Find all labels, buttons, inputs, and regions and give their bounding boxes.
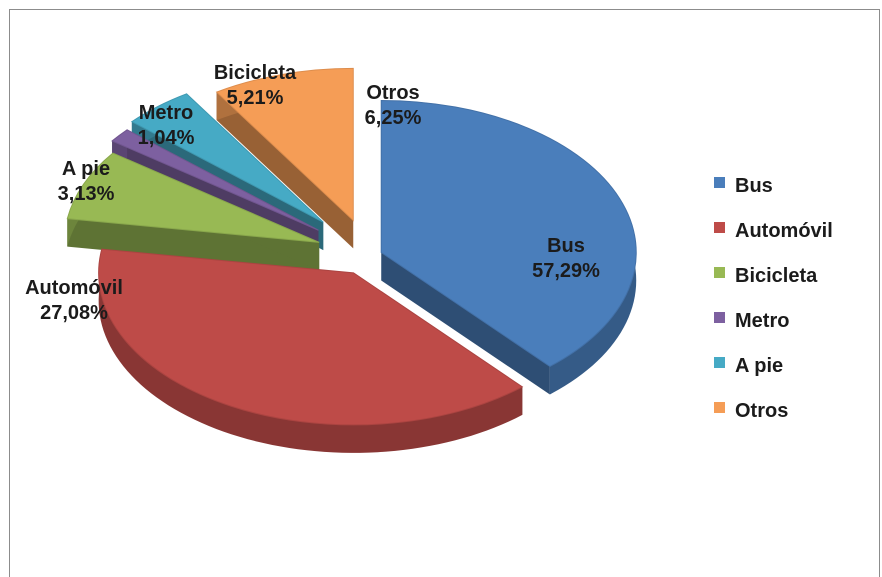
legend-item-metro: Metro	[714, 310, 789, 332]
legend-swatch	[714, 402, 725, 413]
slice-top-bus	[380, 99, 637, 368]
legend-item-bus: Bus	[714, 175, 773, 197]
legend-label: Bus	[735, 175, 773, 197]
legend-swatch	[714, 267, 725, 278]
legend-item-otros: Otros	[714, 400, 788, 422]
label-category-otros: Otros	[366, 82, 419, 104]
legend-swatch	[714, 357, 725, 368]
legend-label: Otros	[735, 400, 788, 422]
pie-layer	[66, 67, 637, 453]
slice-top-a-pie	[130, 93, 324, 223]
label-category-bus: Bus	[547, 235, 585, 257]
label-value-bus: 57,29%	[532, 260, 600, 282]
label-value-a-pie: 3,13%	[58, 183, 115, 205]
legend: Bus Automóvil Bicicleta Metro A pie Otros	[714, 175, 833, 422]
label-category-a-pie: A pie	[62, 158, 110, 180]
slice-wall	[216, 92, 354, 249]
legend-item-a-pie: A pie	[714, 355, 783, 377]
legend-item-automovil: Automóvil	[714, 220, 833, 242]
legend-label: Metro	[735, 310, 789, 332]
label-category-metro: Metro	[139, 102, 193, 124]
slice-side	[98, 249, 523, 453]
label-category-automovil: Automóvil	[25, 277, 123, 299]
data-labels: Bus 57,29% Automóvil 27,08% Bicicleta 5,21% Me…	[25, 62, 600, 324]
slice-top-metro	[111, 129, 319, 231]
legend-label: A pie	[735, 355, 783, 377]
slice-wall	[381, 252, 550, 395]
legend-swatch	[714, 312, 725, 323]
slice-top-bicicleta	[66, 152, 320, 243]
slice-wall	[67, 218, 320, 271]
label-value-metro: 1,04%	[138, 127, 195, 149]
label-value-automovil: 27,08%	[40, 302, 108, 324]
label-category-bicicleta: Bicicleta	[214, 62, 297, 84]
slice-top-otros	[215, 67, 354, 222]
legend-item-bicicleta: Bicicleta	[714, 265, 818, 287]
legend-label: Automóvil	[735, 220, 833, 242]
slice-top-automovil	[98, 248, 524, 426]
label-value-otros: 6,25%	[365, 107, 422, 129]
legend-label: Bicicleta	[735, 265, 818, 287]
label-value-bicicleta: 5,21%	[227, 87, 284, 109]
legend-swatch	[714, 222, 725, 233]
legend-swatch	[714, 177, 725, 188]
